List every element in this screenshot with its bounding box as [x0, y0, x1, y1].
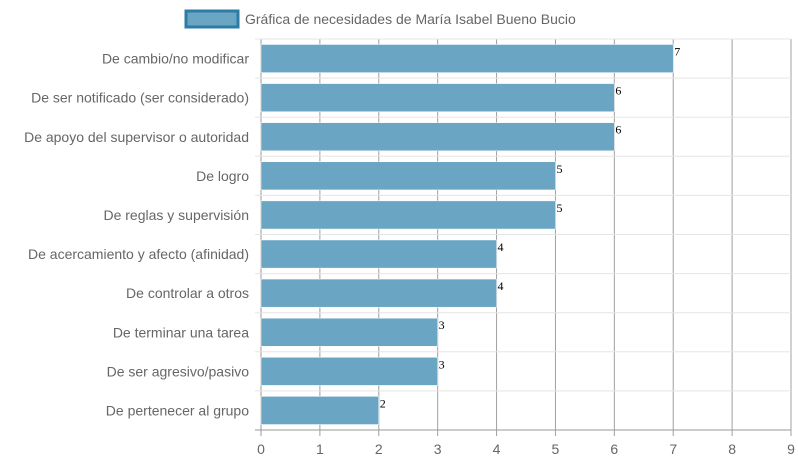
- category-label: De acercamiento y afecto (afinidad): [28, 246, 249, 262]
- x-tick-label: 4: [493, 441, 501, 457]
- category-label: De terminar una tarea: [113, 324, 249, 340]
- data-label: 3: [439, 357, 445, 371]
- x-tick-label: 6: [610, 441, 618, 457]
- category-label: De reglas y supervisión: [103, 207, 249, 223]
- x-tick-label: 7: [669, 441, 677, 457]
- bar[interactable]: [260, 278, 497, 308]
- bar[interactable]: [260, 200, 556, 230]
- data-label: 3: [439, 318, 445, 332]
- data-label: 4: [498, 279, 504, 293]
- x-tick-label: 3: [434, 441, 442, 457]
- category-label: De apoyo del supervisor o autoridad: [24, 129, 249, 145]
- data-label: 4: [498, 240, 504, 254]
- legend[interactable]: Gráfica de necesidades de María Isabel B…: [184, 9, 576, 29]
- x-tick-label: 9: [787, 441, 795, 457]
- data-labels: 7 6 6 5 5 4 4 3 3 2: [380, 44, 680, 410]
- data-label: 5: [556, 162, 562, 176]
- legend-label: Gráfica de necesidades de María Isabel B…: [245, 11, 576, 27]
- bar[interactable]: [260, 122, 615, 152]
- x-tick-label: 5: [552, 441, 560, 457]
- data-label: 6: [615, 123, 621, 137]
- bar[interactable]: [260, 83, 615, 112]
- bar[interactable]: [260, 44, 674, 73]
- category-label: De ser notificado (ser considerado): [31, 90, 249, 106]
- x-tick-label: 8: [728, 441, 736, 457]
- data-label: 5: [556, 201, 562, 215]
- bar[interactable]: [260, 357, 438, 386]
- data-label: 7: [674, 44, 680, 58]
- x-tick-label: 0: [257, 441, 265, 457]
- bar[interactable]: [260, 317, 438, 347]
- bars: [260, 44, 674, 425]
- x-tick-label: 1: [316, 441, 324, 457]
- x-tick-label: 2: [375, 441, 383, 457]
- data-label: 6: [615, 84, 621, 98]
- bar[interactable]: [260, 161, 556, 191]
- category-labels: De cambio/no modificar De ser notificado …: [24, 51, 249, 419]
- bar[interactable]: [260, 396, 380, 425]
- category-label: De controlar a otros: [126, 285, 249, 301]
- bar[interactable]: [260, 239, 497, 269]
- category-label: De ser agresivo/pasivo: [107, 363, 250, 379]
- category-label: De cambio/no modificar: [102, 51, 249, 67]
- data-label: 2: [380, 396, 386, 410]
- category-label: De pertenecer al grupo: [106, 402, 249, 418]
- legend-swatch: [184, 9, 240, 29]
- x-axis-ticks: 0 1 2 3 4 5 6 7 8 9: [257, 441, 795, 457]
- category-label: De logro: [196, 168, 249, 184]
